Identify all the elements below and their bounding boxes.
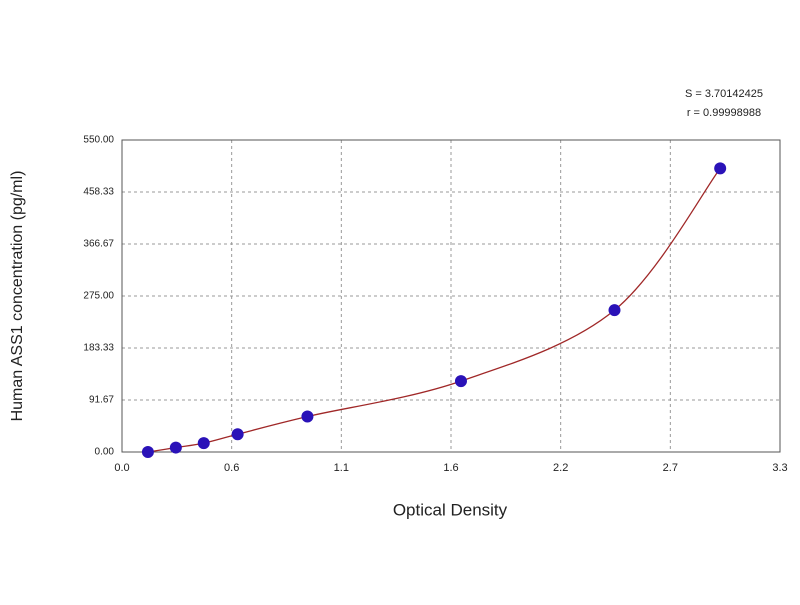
y-tick-label: 0.00: [95, 447, 115, 458]
data-point: [714, 162, 727, 175]
data-point: [197, 437, 210, 450]
y-tick-label: 366.67: [83, 239, 114, 250]
y-tick-label: 91.67: [89, 395, 114, 406]
data-point: [231, 428, 244, 441]
data-point: [169, 441, 182, 454]
y-tick-label: 275.00: [83, 291, 114, 302]
x-tick-label: 1.1: [334, 462, 349, 474]
y-axis-label: Human ASS1 concentration (pg/ml): [9, 171, 26, 422]
x-tick-label: 1.6: [443, 462, 458, 474]
x-tick-label: 3.3: [772, 462, 787, 474]
x-tick-label: 0.0: [114, 462, 129, 474]
data-point: [608, 304, 621, 317]
x-axis-label: Optical Density: [393, 500, 508, 519]
y-tick-label: 183.33: [83, 343, 114, 354]
y-tick-label: 458.33: [83, 187, 114, 198]
plot-frame: [121, 139, 781, 453]
annotation: r = 0.99998988: [687, 107, 761, 119]
annotation: S = 3.70142425: [685, 88, 763, 100]
x-tick-label: 0.6: [224, 462, 239, 474]
x-tick-label: 2.7: [663, 462, 678, 474]
data-point: [454, 375, 467, 388]
x-tick-label: 2.2: [553, 462, 568, 474]
data-point: [141, 446, 154, 458]
y-tick-label: 550.00: [83, 135, 114, 146]
data-point: [301, 410, 314, 423]
